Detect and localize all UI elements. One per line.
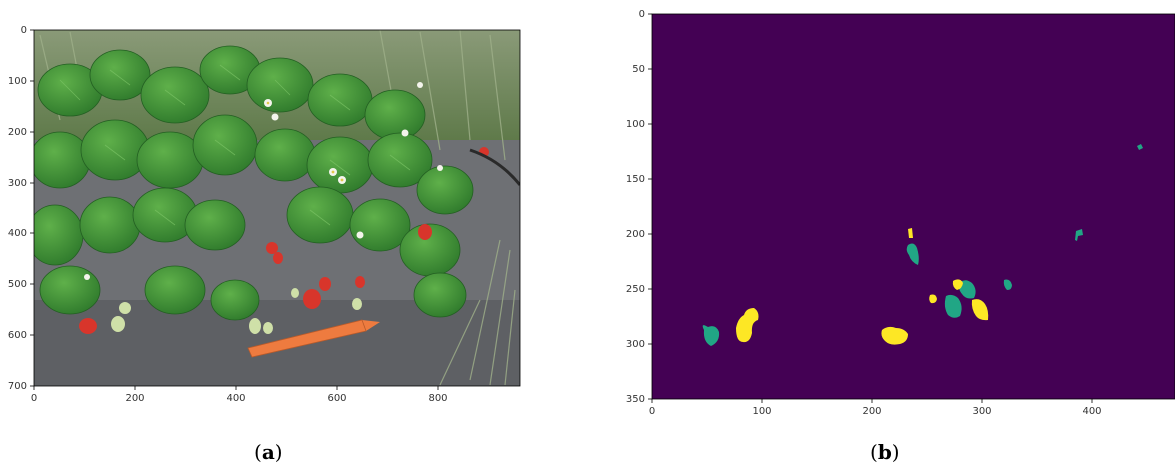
y-tick-label: 250 <box>626 284 645 295</box>
x-tick-label: 0 <box>649 406 655 417</box>
y-tick-label: 300 <box>626 339 645 350</box>
x-tick-label: 600 <box>327 393 346 404</box>
panel-b-caption: (b) <box>870 440 900 464</box>
mask-blob-yellow <box>971 299 989 321</box>
mask-background <box>652 14 1175 399</box>
panel-b-figure: 0 50 100 150 200 250 300 350 0 100 200 3… <box>626 9 1175 417</box>
mask-blob-green <box>1003 279 1012 290</box>
y-tick-label: 50 <box>632 64 645 75</box>
panel-b-x-axis: 0 100 200 300 400 <box>649 399 1102 417</box>
y-tick-label: 0 <box>21 25 27 36</box>
y-tick-label: 100 <box>8 76 27 87</box>
mask-blob-yellow <box>881 326 908 345</box>
mask-blob-green <box>702 325 720 346</box>
y-tick-label: 700 <box>8 381 27 392</box>
y-tick-label: 0 <box>639 9 645 20</box>
mask-image <box>651 13 1175 400</box>
y-tick-label: 350 <box>626 394 645 405</box>
x-tick-label: 400 <box>226 393 245 404</box>
x-tick-label: 100 <box>752 406 771 417</box>
y-tick-label: 150 <box>626 174 645 185</box>
x-tick-label: 200 <box>125 393 144 404</box>
x-tick-label: 800 <box>428 393 447 404</box>
y-tick-label: 300 <box>8 178 27 189</box>
mask-blob-green <box>1075 229 1083 241</box>
y-tick-label: 400 <box>8 228 27 239</box>
mask-blob-yellow <box>952 279 963 290</box>
panel-a-x-axis: 0 200 400 600 800 <box>31 386 448 404</box>
y-tick-label: 600 <box>8 330 27 341</box>
mask-blob-yellow <box>929 294 937 304</box>
y-tick-label: 200 <box>8 127 27 138</box>
panel-a-figure: 0 100 200 300 400 500 600 700 0 200 400 … <box>8 25 521 404</box>
x-tick-label: 400 <box>1082 406 1101 417</box>
x-tick-label: 200 <box>862 406 881 417</box>
mask-blob-green <box>1137 144 1143 150</box>
panel-a-y-axis: 0 100 200 300 400 500 600 700 <box>8 25 34 392</box>
y-tick-label: 100 <box>626 119 645 130</box>
photo-image <box>33 29 521 387</box>
y-tick-label: 500 <box>8 279 27 290</box>
x-tick-label: 0 <box>31 393 37 404</box>
panel-a-caption: (a) <box>254 440 283 464</box>
mask-blob-green <box>944 294 962 318</box>
panel-b-y-axis: 0 50 100 150 200 250 300 350 <box>626 9 652 405</box>
mask-blob-yellow <box>908 228 913 238</box>
mask-blob-green <box>906 243 919 265</box>
mask-blob-green <box>958 280 976 299</box>
y-tick-label: 200 <box>626 229 645 240</box>
mask-blob-yellow <box>736 308 759 343</box>
x-tick-label: 300 <box>972 406 991 417</box>
